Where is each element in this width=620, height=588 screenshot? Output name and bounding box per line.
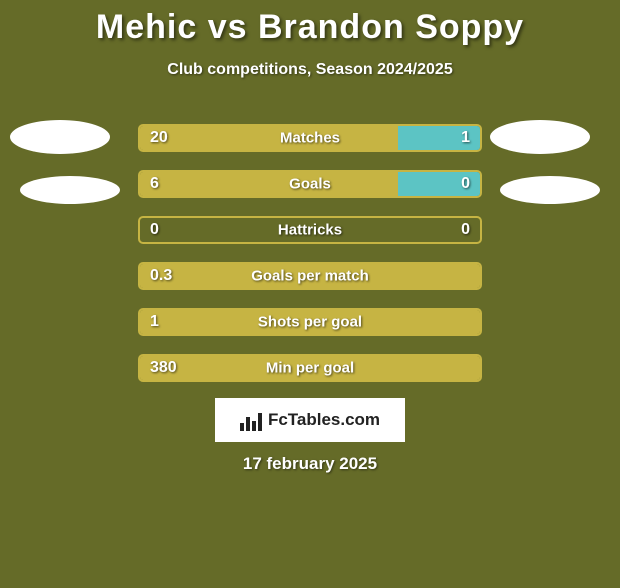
stat-label: Matches <box>280 130 340 147</box>
stat-row: 380 Min per goal <box>138 354 482 382</box>
stat-value-left: 20 <box>150 129 168 147</box>
stat-value-right: 0 <box>461 175 470 193</box>
stat-bar-left <box>140 172 398 196</box>
stat-value-left: 6 <box>150 175 159 193</box>
stat-label: Goals per match <box>251 268 369 285</box>
stat-bar-left <box>140 126 398 150</box>
stat-row: 20 1 Matches <box>138 124 482 152</box>
date-label: 17 february 2025 <box>0 454 620 474</box>
stat-value-right: 0 <box>461 221 470 239</box>
stat-label: Shots per goal <box>258 314 362 331</box>
stat-row: 0.3 Goals per match <box>138 262 482 290</box>
player-left-avatar-2 <box>20 176 120 204</box>
player-left-avatar-1 <box>10 120 110 154</box>
page-title: Mehic vs Brandon Soppy <box>0 8 620 47</box>
stat-value-right: 1 <box>461 129 470 147</box>
stat-value-left: 1 <box>150 313 159 331</box>
stat-value-left: 0 <box>150 221 159 239</box>
player-right-avatar-1 <box>490 120 590 154</box>
stat-value-left: 0.3 <box>150 267 172 285</box>
logo-bars-icon <box>240 409 262 431</box>
player-right-avatar-2 <box>500 176 600 204</box>
stat-row: 0 0 Hattricks <box>138 216 482 244</box>
stat-row: 1 Shots per goal <box>138 308 482 336</box>
stat-label: Min per goal <box>266 360 354 377</box>
logo-text: FcTables.com <box>268 410 380 430</box>
comparison-chart: 20 1 Matches 6 0 Goals 0 0 Hattricks 0.3 Goals per… <box>138 124 482 400</box>
stat-value-left: 380 <box>150 359 177 377</box>
subtitle: Club competitions, Season 2024/2025 <box>0 61 620 79</box>
stat-label: Goals <box>289 176 331 193</box>
fctables-logo: FcTables.com <box>215 398 405 442</box>
stat-row: 6 0 Goals <box>138 170 482 198</box>
stat-label: Hattricks <box>278 222 342 239</box>
